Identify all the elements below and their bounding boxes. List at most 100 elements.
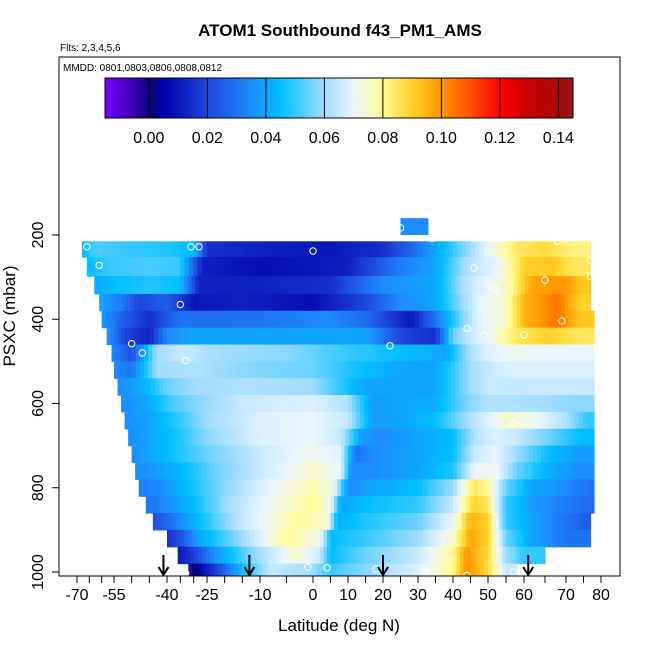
heatmap-cell <box>513 276 518 295</box>
heatmap-cell <box>340 411 345 430</box>
heatmap-cell <box>366 241 372 258</box>
heatmap-cell <box>520 462 526 480</box>
heatmap-cell <box>435 327 441 346</box>
heatmap-cell <box>296 428 302 447</box>
heatmap-cell <box>119 344 125 362</box>
heatmap-cell <box>344 462 349 480</box>
heatmap-cell <box>336 395 341 413</box>
heatmap-cell <box>409 445 415 464</box>
heatmap-cell <box>459 257 465 277</box>
heatmap-cell <box>342 529 347 548</box>
heatmap-cell <box>392 361 398 379</box>
heatmap-cell <box>329 428 334 447</box>
heatmap-cell <box>330 529 335 548</box>
heatmap-cell <box>581 257 587 277</box>
heatmap-cell <box>410 241 415 258</box>
heatmap-cell <box>573 241 578 258</box>
heatmap-cell <box>153 257 158 277</box>
heatmap-cell <box>154 293 160 312</box>
heatmap-cell <box>429 563 435 576</box>
heatmap-cell <box>392 411 398 430</box>
heatmap-cell <box>280 445 286 464</box>
heatmap-cell <box>246 378 251 396</box>
heatmap-cell <box>439 310 445 329</box>
heatmap-cell <box>124 310 130 329</box>
heatmap-cell <box>506 276 511 295</box>
heatmap-cell <box>353 428 359 447</box>
heatmap-cell <box>349 529 355 548</box>
heatmap-cell <box>519 257 525 277</box>
heatmap-cell <box>243 428 249 447</box>
heatmap-cell <box>193 496 199 514</box>
heatmap-cell <box>168 513 173 531</box>
heatmap-cell <box>308 411 314 430</box>
heatmap-cell <box>580 293 585 312</box>
heatmap-cell <box>490 428 496 447</box>
heatmap-cell <box>178 378 183 396</box>
heatmap-cell <box>553 361 558 379</box>
heatmap-cell <box>293 378 298 396</box>
heatmap-cell <box>396 395 402 413</box>
heatmap-cell <box>116 293 122 312</box>
heatmap-cell <box>281 327 287 346</box>
heatmap-cell <box>439 276 445 295</box>
heatmap-cell <box>435 361 440 379</box>
heatmap-cell <box>565 257 570 277</box>
heatmap-cell <box>346 310 351 329</box>
x-tick-label: 60 <box>515 587 533 604</box>
heatmap-cell <box>258 361 263 379</box>
heatmap-cell <box>255 445 261 464</box>
profile-arrow <box>157 555 170 577</box>
heatmap-cell <box>162 378 168 396</box>
heatmap-cell <box>572 378 577 396</box>
heatmap-cell <box>447 257 453 277</box>
heatmap-cell <box>215 276 220 295</box>
heatmap-cell <box>536 257 542 277</box>
heatmap-cell <box>309 327 314 346</box>
heatmap-cell <box>576 462 581 480</box>
heatmap-cell <box>512 327 518 346</box>
heatmap-cell <box>282 563 287 576</box>
heatmap-cell <box>324 395 330 413</box>
heatmap-cell <box>463 257 468 277</box>
heatmap-cell <box>184 344 189 362</box>
heatmap-cell <box>278 496 284 514</box>
heatmap-cell <box>141 257 147 277</box>
heatmap-cell <box>275 276 281 295</box>
heatmap-cell <box>241 344 246 362</box>
heatmap-cell <box>496 395 501 413</box>
heatmap-cell <box>524 395 530 413</box>
heatmap-cell <box>445 563 450 576</box>
heatmap-cell <box>435 257 441 277</box>
heatmap-cell <box>280 257 286 277</box>
heatmap-cell <box>370 241 376 258</box>
heatmap-cell <box>160 462 166 480</box>
heatmap-cell <box>423 310 428 329</box>
heatmap-cell <box>488 344 493 362</box>
heatmap-cell <box>345 293 350 312</box>
heatmap-cell <box>570 513 575 531</box>
heatmap-cell <box>241 479 247 497</box>
heatmap-cell <box>289 378 294 396</box>
heatmap-cell <box>508 241 514 258</box>
heatmap-cell <box>568 344 573 362</box>
heatmap-cell <box>149 428 154 447</box>
heatmap-cell <box>537 327 542 346</box>
heatmap-cell <box>466 378 472 396</box>
heatmap-cell <box>349 563 355 576</box>
heatmap-cell <box>325 428 330 447</box>
heatmap-cell <box>576 361 581 379</box>
heatmap-cell <box>481 257 487 277</box>
heatmap-cell <box>483 546 489 565</box>
heatmap-cell <box>118 257 123 277</box>
heatmap-cell <box>327 344 333 362</box>
heatmap-cell <box>405 479 411 497</box>
heatmap-cell <box>172 411 178 430</box>
heatmap-cell <box>495 496 500 514</box>
heatmap-cell <box>343 344 349 362</box>
heatmap-cell <box>381 529 387 548</box>
heatmap-cell <box>412 411 417 430</box>
heatmap-cell <box>268 546 274 565</box>
heatmap-cell <box>133 395 139 413</box>
heatmap-cell <box>357 496 363 514</box>
